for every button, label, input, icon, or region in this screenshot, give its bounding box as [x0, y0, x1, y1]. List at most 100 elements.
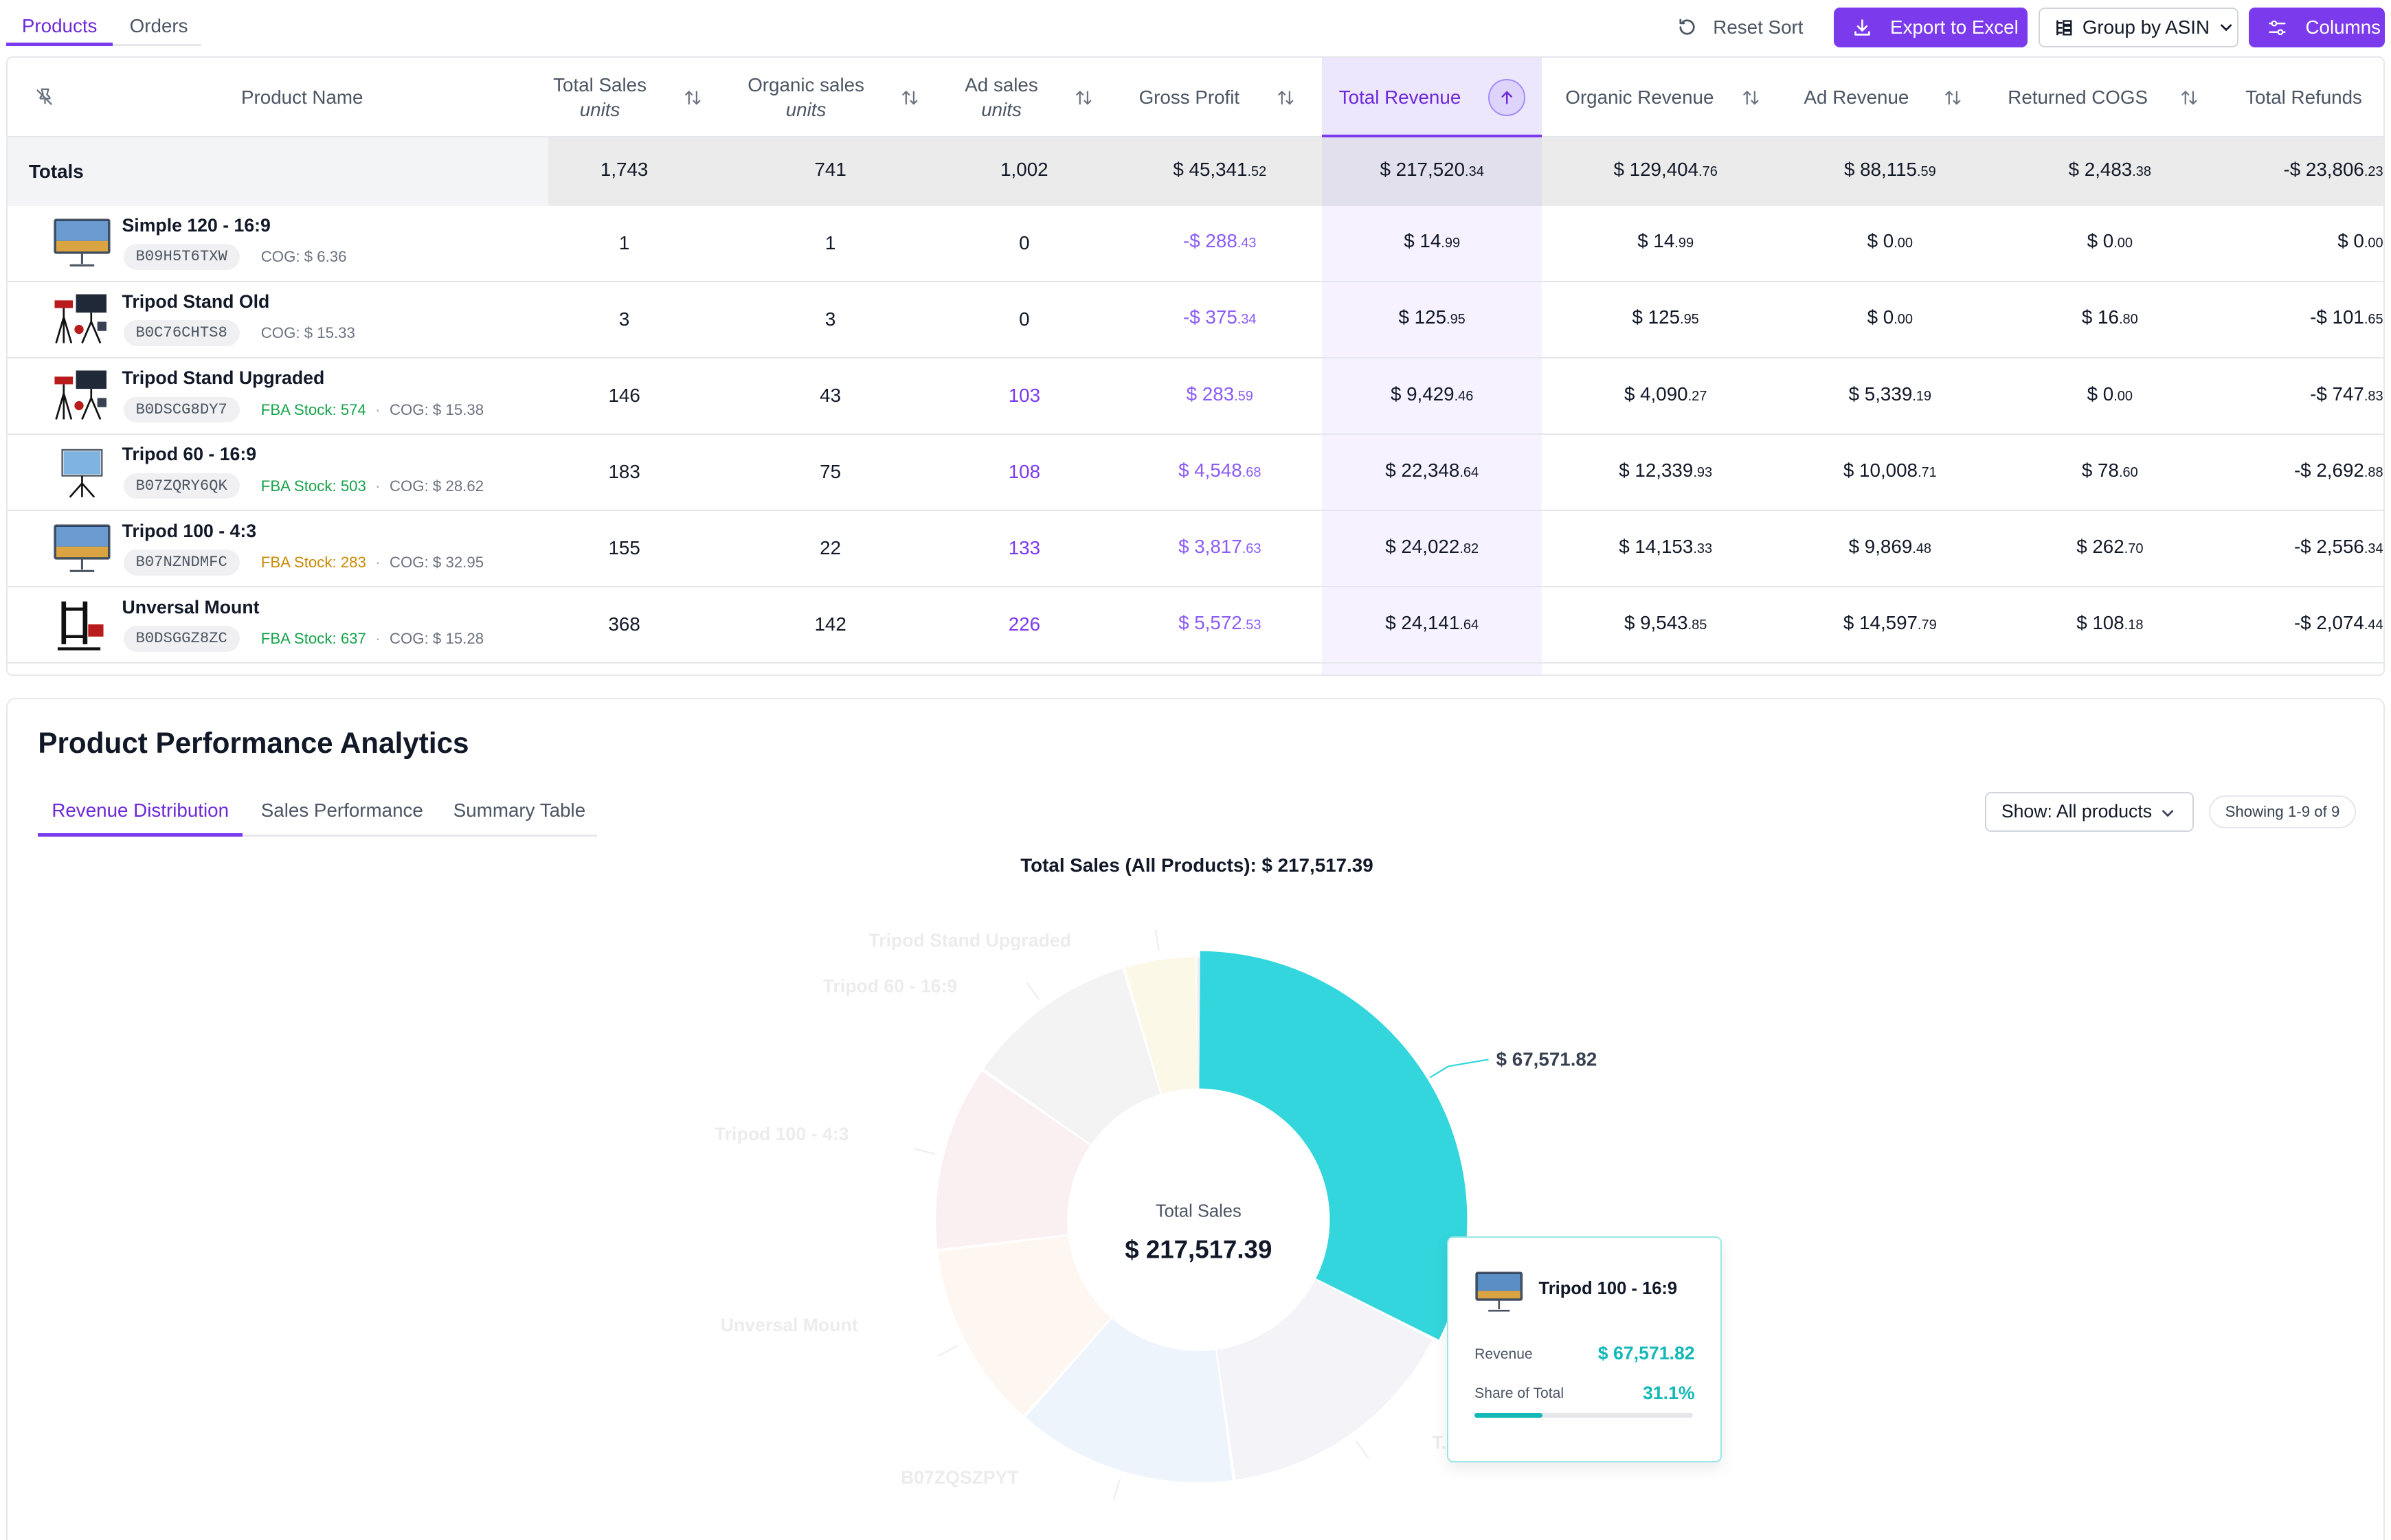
columns-button[interactable]: Columns: [2249, 8, 2386, 47]
tooltip-share-bar-fill: [1474, 1413, 1542, 1418]
cell-total-refunds: $ 0.00: [2337, 230, 2383, 252]
cell-ad-sales: 226: [1008, 613, 1041, 635]
totals-returned-cogs: $ 2,483.38: [2068, 158, 2152, 180]
asin-badge[interactable]: B0DSGGZ8ZC: [123, 625, 240, 652]
donut-slice[interactable]: [1199, 951, 1468, 1339]
chart-title: Total Sales (All Products): $ 217,517.39: [1020, 854, 1373, 876]
tab-orders[interactable]: Orders: [129, 14, 188, 36]
cell-organic-revenue: $ 9,543.85: [1624, 611, 1707, 633]
sort-total-sales-button[interactable]: [675, 79, 711, 115]
slice-label: Tripod 100 - 4:3: [715, 1124, 849, 1144]
header-organic-sales[interactable]: Organic sales units: [737, 58, 875, 137]
reset-icon: [1679, 19, 1695, 35]
cell-total-sales: 1: [618, 231, 630, 253]
header-gross-profit[interactable]: Gross Profit: [1128, 58, 1250, 137]
asin-badge[interactable]: B0DSCG8DY7: [123, 396, 240, 423]
slice-label: Tripod 60 - 16:9: [823, 975, 958, 996]
pin-off-icon[interactable]: [34, 87, 55, 108]
totals-label: Totals: [7, 137, 548, 206]
sort-gross-profit-button[interactable]: [1267, 79, 1303, 115]
table-row[interactable]: Tripod Stand Upgraded B0DSCG8DY7 FBA Stock…: [7, 359, 2384, 435]
table-row[interactable]: Simple 120 - 16:9 B09H5T6TXW COG: $ 6.36 1 1…: [7, 206, 2384, 282]
header-ad-revenue[interactable]: Ad Revenue: [1797, 58, 1916, 137]
table-row[interactable]: Tripod 60 - 16:9 B07ZQRY6QK FBA Stock: 503…: [7, 435, 2384, 512]
chart-tooltip: Tripod 100 - 16:9 Revenue $ 67,571.82 Sh…: [1447, 1236, 1722, 1462]
table-row[interactable]: Tripod Stand Old B0C76CHTS8 COG: $ 15.33 3 3…: [7, 282, 2384, 359]
donut-slice[interactable]: [983, 968, 1160, 1144]
header-total-sales[interactable]: Total Sales units: [539, 58, 661, 137]
tab-products[interactable]: Products: [21, 14, 98, 36]
cog-value: COG: $ 32.95: [389, 553, 484, 571]
reset-sort-button[interactable]: Reset Sort: [1676, 8, 1803, 47]
asin-badge[interactable]: B07ZQRY6QK: [123, 473, 240, 499]
cell-total-revenue: $ 9,429.46: [1390, 383, 1474, 405]
export-excel-button[interactable]: Export to Excel: [1833, 8, 2028, 47]
asin-badge[interactable]: B09H5T6TXW: [123, 244, 240, 271]
donut-slice[interactable]: [1217, 1279, 1433, 1480]
cell-total-sales: 146: [608, 384, 640, 406]
columns-settings-icon: [2269, 20, 2286, 35]
header-ad-sales-label: Ad sales: [965, 74, 1038, 96]
tooltip-product-thumbnail-icon: [1475, 1271, 1523, 1312]
header-returned-cogs[interactable]: Returned COGS: [1999, 58, 2157, 137]
header-returned-cogs-label: Returned COGS: [2008, 87, 2148, 109]
tooltip-share-value: 31.1%: [1643, 1382, 1695, 1403]
table-row[interactable]: Tripod 100 - 4:3 B07NZNDMFC FBA Stock: 283…: [7, 511, 2384, 588]
donut-slice[interactable]: [1025, 1318, 1233, 1482]
product-name[interactable]: Unversal Mount: [122, 596, 260, 618]
slice-label: Unversal Mount: [721, 1315, 858, 1335]
totals-organic-revenue: $ 129,404.76: [1613, 158, 1718, 180]
cell-organic-revenue: $ 14.99: [1637, 230, 1694, 252]
columns-label: Columns: [2305, 16, 2381, 38]
analytics-title: Product Performance Analytics: [38, 726, 469, 759]
cell-total-revenue: $ 24,141.64: [1385, 611, 1479, 633]
tab-revenue-distribution[interactable]: Revenue Distribution: [52, 800, 229, 822]
asin-badge[interactable]: B07NZNDMFC: [123, 549, 240, 576]
product-name[interactable]: Simple 120 - 16:9: [122, 215, 271, 236]
header-total-refunds[interactable]: Total Refunds: [2230, 58, 2377, 137]
sort-arrows-icon: [2181, 90, 2197, 104]
slice-leader-line: [1355, 1440, 1369, 1459]
product-name[interactable]: Tripod Stand Upgraded: [122, 367, 325, 389]
donut-slice[interactable]: [937, 1235, 1111, 1416]
donut-slice[interactable]: [1196, 957, 1200, 1089]
product-name[interactable]: Tripod Stand Old: [122, 291, 270, 313]
monitor-thumbnail-icon: [54, 524, 111, 572]
cell-total-refunds: -$ 2,074.44: [2293, 611, 2383, 633]
cell-returned-cogs: $ 78.60: [2081, 459, 2138, 481]
sort-returned-cogs-button[interactable]: [2171, 79, 2208, 115]
cell-ad-revenue: $ 5,339.19: [1848, 383, 1932, 405]
download-icon: [1854, 19, 1870, 36]
sort-total-revenue-button[interactable]: [1488, 79, 1525, 116]
header-ad-sales[interactable]: Ad sales units: [948, 58, 1055, 137]
tab-summary-table[interactable]: Summary Table: [453, 800, 586, 822]
show-products-select[interactable]: Show: All products: [1984, 792, 2194, 832]
donut-slice[interactable]: [935, 1071, 1090, 1249]
table-header: Product Name Total Sales units Organic sa…: [7, 58, 2384, 137]
cell-organic-sales: 1: [824, 231, 836, 253]
sort-organic-sales-button[interactable]: [892, 79, 928, 115]
table-row[interactable]: Unversal Mount B0DSGGZ8ZC FBA Stock: 637 · C…: [7, 587, 2384, 664]
fba-stock: FBA Stock: 637 · COG: $ 15.28: [260, 629, 484, 647]
totals-total-refunds: -$ 23,806.23: [2283, 158, 2383, 180]
header-total-revenue[interactable]: Total Revenue: [1329, 58, 1470, 137]
donut-slice[interactable]: [1125, 957, 1198, 1094]
slice-leader-line: [938, 1344, 958, 1357]
header-product-name[interactable]: Product Name: [183, 58, 421, 137]
sort-ad-revenue-button[interactable]: [1934, 79, 1971, 115]
tooltip-revenue-label: Revenue: [1474, 1346, 1533, 1362]
header-organic-revenue[interactable]: Organic Revenue: [1556, 58, 1723, 137]
sort-ad-sales-button[interactable]: [1066, 79, 1102, 115]
cell-ad-revenue: $ 10,008.71: [1843, 459, 1937, 481]
top-toolbar: Products Orders Reset Sort Export to Exc…: [0, 0, 2391, 55]
product-name[interactable]: Tripod 100 - 4:3: [122, 520, 257, 541]
cell-total-sales: 155: [608, 536, 640, 558]
cell-gross-profit: $ 4,548.68: [1178, 459, 1261, 481]
cell-total-revenue: $ 14.99: [1404, 230, 1461, 252]
group-by-dropdown[interactable]: Group by ASIN: [2038, 8, 2238, 47]
asin-badge[interactable]: B0C76CHTS8: [123, 320, 240, 347]
product-name[interactable]: Tripod 60 - 16:9: [122, 444, 257, 465]
tab-sales-performance[interactable]: Sales Performance: [260, 800, 423, 822]
sort-organic-revenue-button[interactable]: [1733, 79, 1769, 115]
totals-ad-revenue: $ 88,115.59: [1843, 158, 1936, 180]
